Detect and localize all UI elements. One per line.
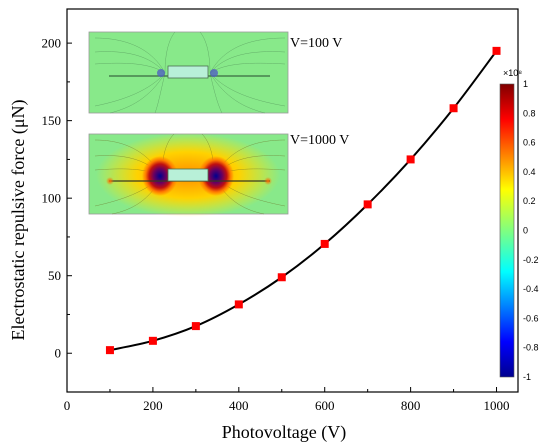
x-tick-label: 800 bbox=[401, 398, 421, 413]
colorbar: ×10⁸ 1 0.8 0.6 0.4 0.2 0 -0.2 -0.4 -0.6 -0.8 -1 bbox=[499, 68, 539, 382]
colorbar-tick-label: -0.6 bbox=[523, 313, 539, 323]
x-tick-label: 0 bbox=[64, 398, 71, 413]
data-point bbox=[363, 200, 372, 209]
y-tick-label: 0 bbox=[55, 346, 62, 361]
colorbar-gradient bbox=[499, 83, 515, 378]
y-tick-label: 50 bbox=[48, 268, 61, 283]
data-point bbox=[277, 273, 286, 282]
colorbar-tick-label: 0.2 bbox=[523, 196, 536, 206]
x-tick-label: 1000 bbox=[484, 398, 510, 413]
x-tick-label: 200 bbox=[143, 398, 163, 413]
inset-low-voltage-label: V=100 V bbox=[290, 36, 342, 51]
series-line bbox=[109, 50, 498, 352]
y-axis-title: Electrostatic repulsive force (μN) bbox=[8, 99, 29, 340]
inset-high-voltage bbox=[88, 133, 289, 217]
y-tick-label: 200 bbox=[42, 36, 62, 51]
colorbar-tick-label: -0.4 bbox=[523, 284, 539, 294]
x-axis-title: Photovoltage (V) bbox=[222, 422, 346, 443]
colorbar-tick-label: 1 bbox=[523, 79, 528, 89]
y-tick-label: 100 bbox=[42, 191, 62, 206]
data-point bbox=[406, 155, 415, 164]
data-point bbox=[148, 336, 157, 345]
inset-high-voltage-label: V=1000 V bbox=[290, 133, 349, 148]
data-point bbox=[234, 300, 243, 309]
y-tick-label: 150 bbox=[42, 113, 62, 128]
data-point bbox=[492, 46, 501, 55]
data-point bbox=[449, 104, 458, 113]
x-tick-label: 400 bbox=[229, 398, 249, 413]
colorbar-tick-label: 0.4 bbox=[523, 167, 536, 177]
colorbar-tick-label: 0 bbox=[523, 226, 528, 236]
colorbar-tick-label: 0.6 bbox=[523, 138, 536, 148]
data-point bbox=[320, 239, 329, 248]
colorbar-tick-label: -0.2 bbox=[523, 255, 539, 265]
x-tick-label: 600 bbox=[315, 398, 335, 413]
colorbar-exponent: ×10⁸ bbox=[503, 68, 522, 78]
plot-frame bbox=[66, 8, 519, 393]
colorbar-tick-label: -1 bbox=[523, 372, 531, 382]
data-point bbox=[191, 322, 200, 331]
data-point bbox=[105, 346, 114, 355]
colorbar-tick-label: 0.8 bbox=[523, 108, 536, 118]
inset-low-voltage bbox=[88, 31, 289, 114]
colorbar-tick-label: -0.8 bbox=[523, 343, 539, 353]
